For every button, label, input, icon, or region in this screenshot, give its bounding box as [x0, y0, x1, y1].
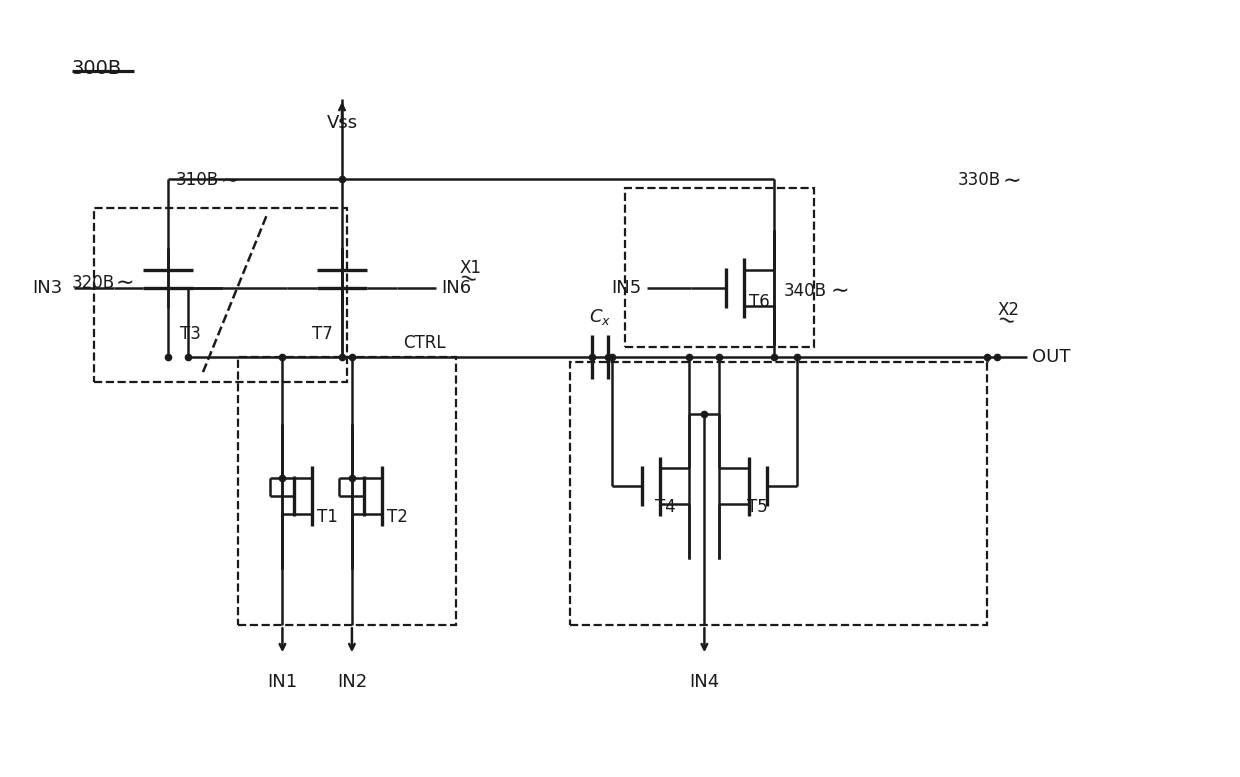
Text: 330B: 330B: [957, 172, 1001, 190]
Text: ∼: ∼: [1002, 170, 1021, 190]
Text: T6: T6: [749, 293, 770, 311]
Text: IN3: IN3: [32, 279, 62, 297]
Text: ∼: ∼: [221, 170, 239, 190]
Text: T4: T4: [655, 498, 676, 516]
Text: 340B: 340B: [784, 282, 827, 300]
Text: 300B: 300B: [72, 59, 123, 78]
Text: ∼: ∼: [456, 268, 480, 292]
Text: T2: T2: [387, 508, 408, 526]
Text: T7: T7: [312, 326, 334, 343]
Text: Vss: Vss: [326, 114, 357, 132]
Text: IN1: IN1: [268, 673, 298, 691]
Text: IN2: IN2: [337, 673, 367, 691]
Text: ∼: ∼: [994, 309, 1018, 333]
Text: T5: T5: [746, 498, 768, 516]
Text: CTRL: CTRL: [403, 334, 446, 352]
Text: 320B: 320B: [72, 274, 115, 291]
Text: T3: T3: [180, 326, 201, 343]
Text: X1: X1: [459, 259, 481, 277]
Text: X2: X2: [997, 301, 1019, 319]
Text: IN6: IN6: [441, 279, 471, 297]
Text: OUT: OUT: [1032, 348, 1070, 366]
Text: $C_x$: $C_x$: [589, 308, 611, 327]
Text: ∼: ∼: [831, 280, 849, 301]
Text: IN5: IN5: [611, 279, 642, 297]
Text: 310B: 310B: [175, 172, 218, 190]
Text: IN4: IN4: [689, 673, 719, 691]
Text: ∼: ∼: [115, 273, 134, 293]
Text: T1: T1: [317, 508, 339, 526]
